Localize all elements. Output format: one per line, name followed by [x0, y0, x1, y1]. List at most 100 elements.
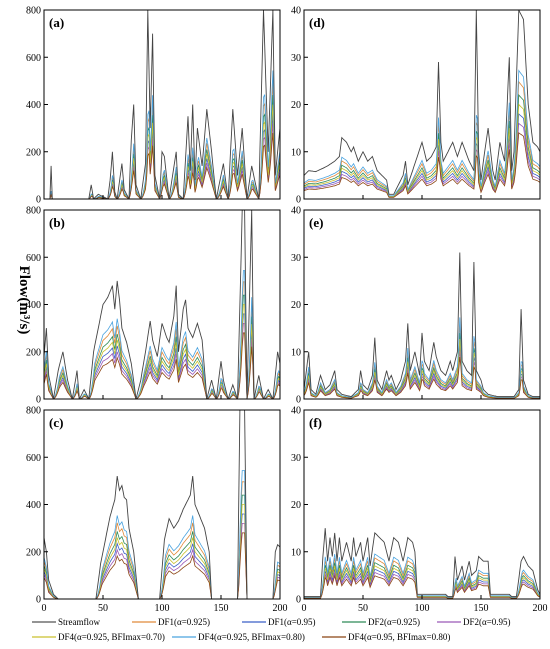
legend-label: Streamflow [58, 617, 100, 627]
y-tick-label: 400 [26, 500, 41, 511]
series-7-line [44, 132, 280, 199]
x-tick-label: 0 [302, 603, 307, 614]
panel-d: 0 10 20 30 40 (d) [291, 6, 541, 206]
series-6-line [304, 69, 540, 197]
series-7-line [304, 132, 540, 198]
series-6-line [44, 270, 280, 399]
y-tick-label: 400 [26, 100, 41, 111]
y-tick-label: 40 [291, 206, 301, 217]
legend-entry: DF1(α=0.95) [242, 617, 316, 627]
x-tick-label: 50 [98, 603, 108, 614]
y-tick-label: 0 [296, 395, 301, 406]
y-tick-label: 0 [36, 595, 41, 606]
legend-entry: DF4(α=0.925, BFImax=0.80) [172, 632, 305, 642]
series-6-line [44, 70, 280, 199]
series-7-line [304, 574, 540, 599]
series-7-line [44, 332, 280, 399]
legend-label: DF4(α=0.925, BFImax=0.70) [58, 632, 165, 642]
y-tick-label: 10 [291, 147, 301, 158]
panel-c: 0 200 400 600 800 0 50 100 150 200 (c) [26, 406, 288, 615]
series-4-line [304, 122, 540, 198]
x-tick-label: 100 [415, 603, 430, 614]
y-tick-label: 20 [291, 300, 301, 311]
series-6-line [304, 317, 540, 398]
series-5-line [304, 565, 540, 599]
series-5-line [44, 504, 280, 599]
y-tick-label: 600 [26, 453, 41, 464]
y-tick-label: 200 [26, 147, 41, 158]
series-5-line [44, 104, 280, 199]
x-tick-label: 0 [42, 603, 47, 614]
series-6-line [44, 470, 280, 599]
streamflow-line [304, 528, 540, 598]
y-tick-label: 10 [291, 547, 301, 558]
series-7-line [44, 532, 280, 599]
streamflow-line [304, 10, 540, 195]
series-3-line [304, 561, 540, 599]
x-tick-label: 150 [474, 603, 489, 614]
y-tick-label: 30 [291, 53, 301, 64]
legend-label: DF4(α=0.925, BFImax=0.80) [198, 632, 305, 642]
y-tick-label: 0 [296, 595, 301, 606]
series-5-line [44, 304, 280, 399]
panel-label: (d) [309, 15, 325, 30]
y-tick-label: 20 [291, 100, 301, 111]
series-1-line [304, 80, 540, 197]
x-tick-label: 150 [214, 603, 229, 614]
y-tick-label: 800 [26, 6, 41, 17]
y-tick-label: 800 [26, 406, 41, 417]
streamflow-line [304, 252, 540, 398]
legend-label: DF2(α=0.95) [463, 617, 511, 627]
panel-e: 0 10 20 30 40 (e) [291, 206, 541, 406]
series-3-line [304, 93, 540, 197]
panel-label: (e) [309, 215, 323, 230]
series-2-line [304, 113, 540, 198]
y-axis-label: Flow(m³/s) [16, 266, 32, 335]
y-tick-label: 0 [36, 395, 41, 406]
plot-frame [43, 9, 281, 200]
legend-entry: DF1(α=0.925) [132, 617, 210, 627]
x-tick-label: 100 [155, 603, 170, 614]
panel-label: (b) [49, 215, 65, 230]
y-tick-label: 40 [291, 406, 301, 417]
y-tick-label: 20 [291, 500, 301, 511]
panel-b: 0 200 400 600 800 (b) [26, 206, 281, 406]
legend-label: DF1(α=0.95) [268, 617, 316, 627]
legend-entry: Streamflow [32, 617, 100, 627]
legend-label: DF2(α=0.925) [368, 617, 420, 627]
y-tick-label: 800 [26, 206, 41, 217]
panel-label: (c) [49, 415, 63, 430]
x-tick-label: 200 [273, 603, 288, 614]
streamflow-line [44, 410, 280, 599]
y-tick-label: 30 [291, 453, 301, 464]
x-tick-label: 50 [358, 603, 368, 614]
streamflow-line [44, 10, 280, 199]
legend-entry: DF2(α=0.925) [342, 617, 420, 627]
x-tick-label: 200 [533, 603, 548, 614]
legend-entry: DF4(α=0.95, BFImax=0.80) [322, 632, 450, 642]
legend-label: DF4(α=0.95, BFImax=0.80) [348, 632, 450, 642]
y-tick-label: 40 [291, 6, 301, 17]
series-5-line [304, 103, 540, 198]
y-tick-label: 0 [36, 195, 41, 206]
y-tick-label: 10 [291, 347, 301, 358]
legend-label: DF1(α=0.925) [158, 617, 210, 627]
panel-f: 0 10 20 30 40 0 50 100 150 200 (f) [291, 406, 548, 615]
y-tick-label: 0 [296, 195, 301, 206]
streamflow-line [44, 210, 280, 399]
legend-entry: DF4(α=0.925, BFImax=0.70) [32, 632, 165, 642]
series-7-line [304, 356, 540, 399]
y-tick-label: 600 [26, 253, 41, 264]
panel-label: (f) [309, 415, 322, 430]
legend-entry: DF2(α=0.95) [437, 617, 511, 627]
panel-a: 0 200 400 600 800 (a) [26, 6, 281, 206]
plot-frame [303, 409, 541, 600]
series-2-line [304, 568, 540, 599]
panel-label: (a) [49, 15, 64, 30]
y-tick-label: 600 [26, 53, 41, 64]
y-tick-label: 400 [26, 300, 41, 311]
y-tick-label: 200 [26, 547, 41, 558]
y-tick-label: 30 [291, 253, 301, 264]
y-tick-label: 200 [26, 347, 41, 358]
